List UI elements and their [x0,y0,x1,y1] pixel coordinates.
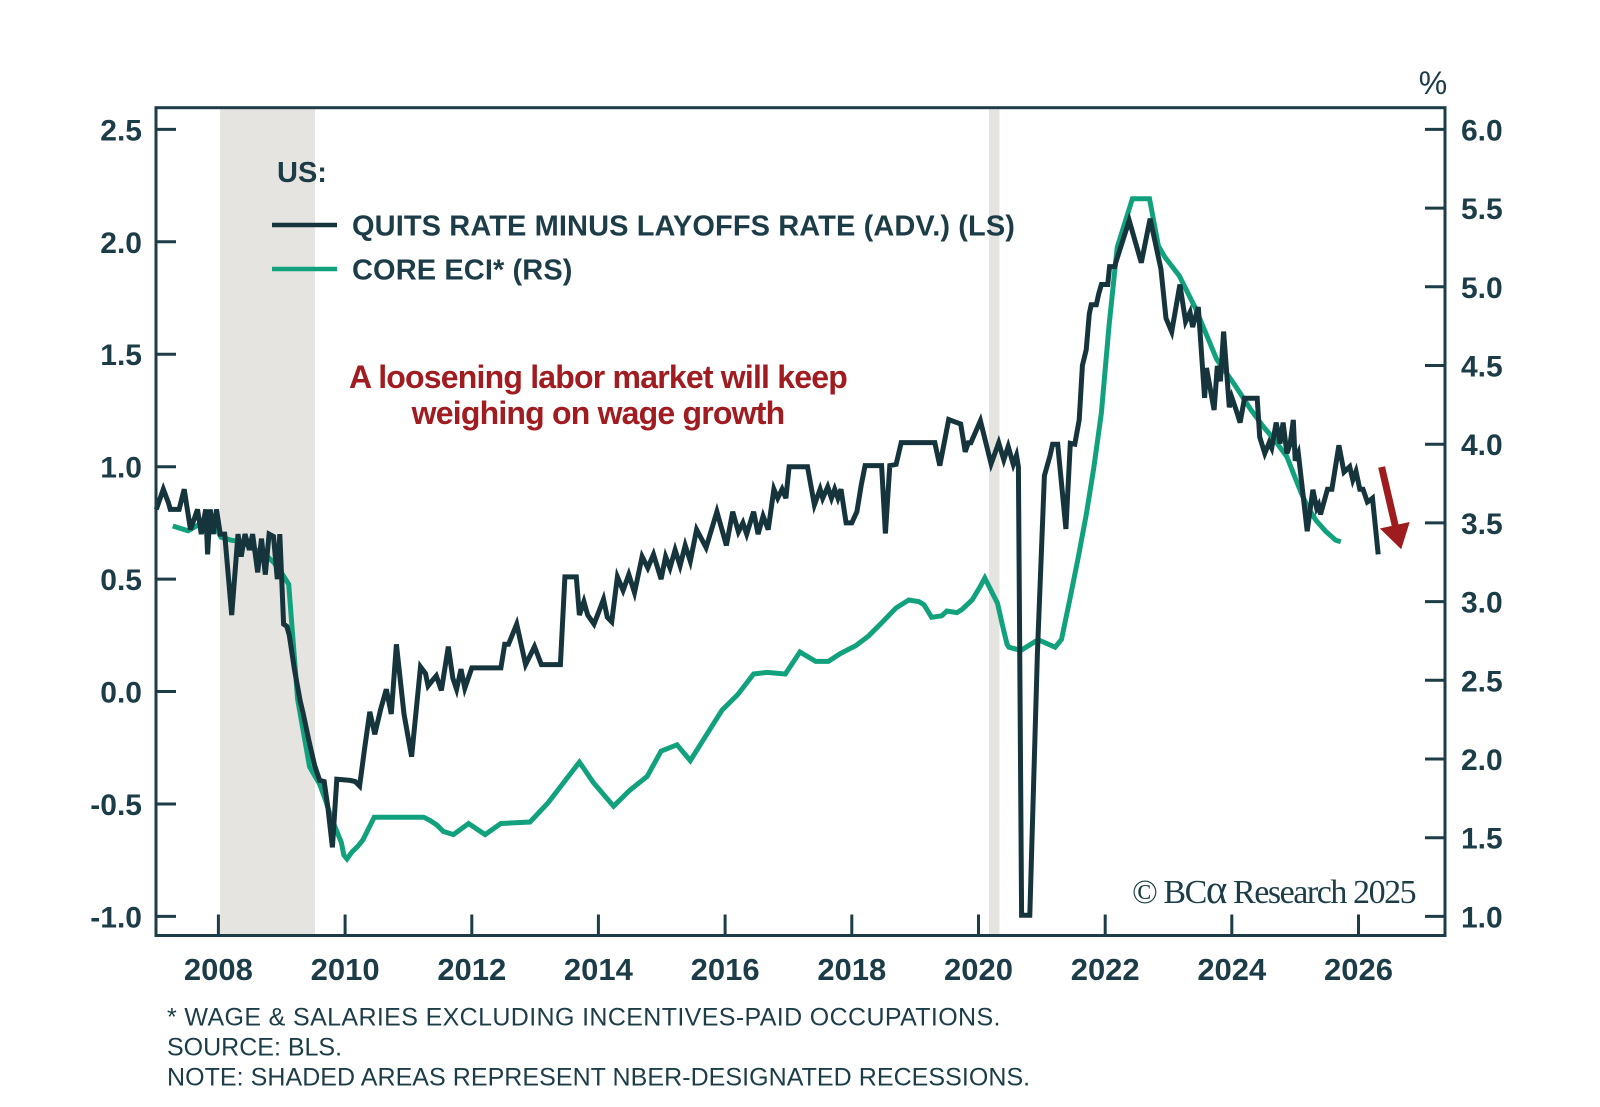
svg-text:0.0: 0.0 [100,677,142,710]
svg-text:2.5: 2.5 [100,114,142,147]
svg-text:SOURCE: BLS.: SOURCE: BLS. [167,1034,342,1062]
svg-text:2020: 2020 [944,952,1013,987]
svg-text:3.5: 3.5 [1461,508,1503,541]
svg-text:4.0: 4.0 [1461,429,1503,462]
svg-text:2018: 2018 [817,952,886,987]
svg-text:2024: 2024 [1197,952,1267,987]
svg-text:A loosening labor market will: A loosening labor market will keep [349,359,847,395]
svg-text:weighing on wage growth: weighing on wage growth [411,395,785,431]
svg-text:1.0: 1.0 [1461,901,1503,934]
svg-text:© BCα Research 2025: © BCα Research 2025 [1132,866,1416,912]
svg-text:2016: 2016 [691,952,760,987]
svg-text:2022: 2022 [1071,952,1140,987]
svg-text:6.0: 6.0 [1461,114,1503,147]
svg-text:3.0: 3.0 [1461,587,1503,620]
svg-text:-0.5: -0.5 [90,789,142,822]
svg-text:1.5: 1.5 [1461,823,1503,856]
svg-text:0.5: 0.5 [100,564,142,597]
svg-text:QUITS RATE MINUS LAYOFFS RATE: QUITS RATE MINUS LAYOFFS RATE (ADV.) (LS… [352,210,1015,242]
svg-text:2.0: 2.0 [1461,744,1503,777]
svg-text:-1.0: -1.0 [90,901,142,934]
svg-text:1.0: 1.0 [100,452,142,485]
svg-text:CORE ECI* (RS): CORE ECI* (RS) [352,254,573,286]
svg-text:5.0: 5.0 [1461,272,1503,305]
svg-text:* WAGE & SALARIES EXCLUDING IN: * WAGE & SALARIES EXCLUDING INCENTIVES-P… [167,1004,1001,1032]
svg-text:2.5: 2.5 [1461,665,1503,698]
svg-text:%: % [1419,65,1447,101]
svg-text:2026: 2026 [1324,952,1393,987]
svg-text:5.5: 5.5 [1461,193,1503,226]
svg-text:2008: 2008 [184,952,253,987]
svg-text:4.5: 4.5 [1461,351,1503,384]
svg-text:2010: 2010 [311,952,380,987]
svg-text:NOTE: SHADED AREAS REPRESENT N: NOTE: SHADED AREAS REPRESENT NBER-DESIGN… [167,1064,1030,1092]
svg-text:US:: US: [277,157,327,189]
svg-text:1.5: 1.5 [100,339,142,372]
svg-text:2014: 2014 [564,952,634,987]
svg-text:2.0: 2.0 [100,227,142,260]
svg-text:2012: 2012 [437,952,506,987]
